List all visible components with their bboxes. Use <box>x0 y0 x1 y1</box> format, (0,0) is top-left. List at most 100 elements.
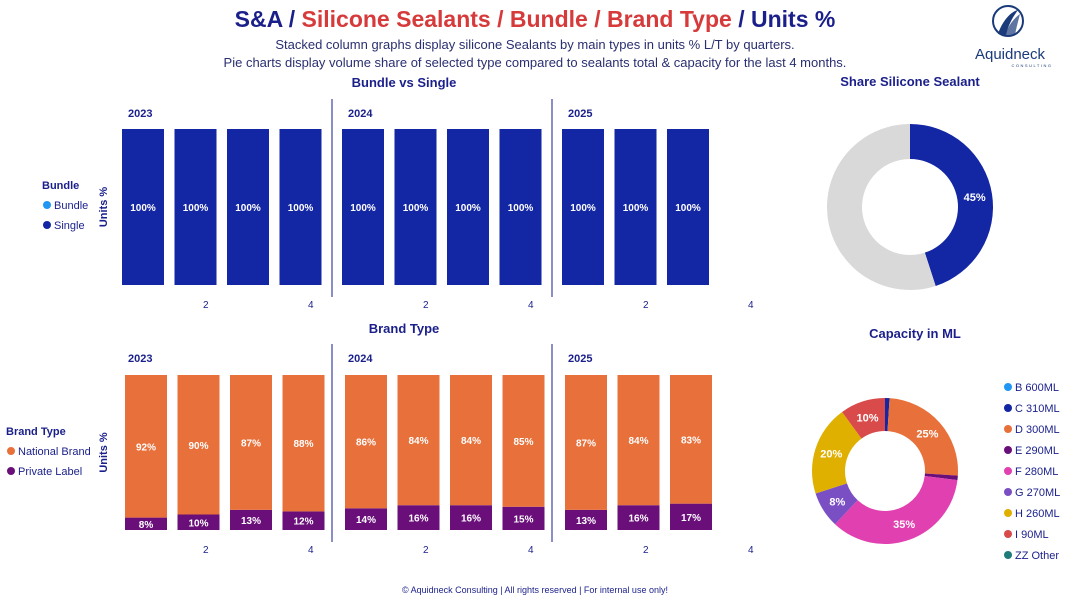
x-tick-label: 4 <box>528 545 534 556</box>
y-axis-label: Units % <box>98 187 110 228</box>
x-tick-label: 2 <box>643 300 649 311</box>
data-label: 84% <box>408 436 428 447</box>
data-label: 88% <box>293 439 313 450</box>
legend-title: Brand Type <box>6 426 66 438</box>
legend-marker <box>43 221 51 229</box>
pie-slice <box>835 476 958 544</box>
year-label: 2024 <box>348 353 373 365</box>
bar-segment <box>502 375 545 507</box>
legend-marker <box>1004 488 1012 496</box>
year-label: 2023 <box>128 108 152 120</box>
bar-segment <box>282 511 325 530</box>
data-label: 84% <box>461 436 481 447</box>
x-tick-label: 2 <box>203 300 209 311</box>
legend-marker <box>1004 530 1012 538</box>
y-axis-label: Units % <box>98 432 110 473</box>
bar-segment <box>670 503 712 530</box>
logo-text: Aquidneck <box>975 46 1046 63</box>
bar-segment <box>667 129 709 285</box>
pie-slice <box>842 398 885 439</box>
bar-segment <box>502 506 545 530</box>
bar-segment <box>617 375 660 506</box>
x-tick-label: 2 <box>203 545 209 556</box>
bar-segment <box>614 129 657 285</box>
data-label: 12% <box>293 517 313 528</box>
bar-segment <box>397 375 440 506</box>
data-label: 100% <box>183 203 209 214</box>
slice-label: 45% <box>964 192 986 204</box>
logo-subtext: CONSULTING <box>1012 63 1053 68</box>
bar-segment <box>230 375 272 510</box>
bar-segment <box>450 375 492 506</box>
data-label: 100% <box>350 203 376 214</box>
legend-label: B 600ML <box>1015 382 1059 394</box>
chart-title: Share Silicone Sealant <box>840 74 980 89</box>
bar-segment <box>230 509 272 530</box>
year-label: 2025 <box>568 108 592 120</box>
legend-marker <box>7 467 15 475</box>
legend-marker <box>1004 404 1012 412</box>
pie-slice <box>812 411 862 494</box>
legend-marker <box>1004 509 1012 517</box>
legend-label: D 300ML <box>1015 424 1060 436</box>
data-label: 87% <box>576 438 596 449</box>
pie-slice <box>887 398 958 476</box>
legend-marker <box>1004 467 1012 475</box>
bar-segment <box>397 505 440 530</box>
pie-slice <box>924 473 958 481</box>
legend-marker <box>7 447 15 455</box>
bar-segment <box>565 509 607 530</box>
data-label: 100% <box>455 203 481 214</box>
bar-segment <box>125 375 167 518</box>
bar-segment <box>447 129 489 285</box>
legend-label: Bundle <box>54 200 88 212</box>
legend-label: E 290ML <box>1015 445 1059 457</box>
bar-segment <box>177 375 220 515</box>
x-tick-label: 2 <box>643 545 649 556</box>
bar-segment <box>282 375 325 512</box>
legend-label: F 280ML <box>1015 466 1058 478</box>
legend-label: National Brand <box>18 446 91 458</box>
x-tick-label: 4 <box>528 300 534 311</box>
x-tick-label: 4 <box>308 300 314 311</box>
bar-segment <box>617 505 660 530</box>
data-label: 100% <box>508 203 534 214</box>
x-tick-label: 4 <box>308 545 314 556</box>
data-label: 87% <box>241 438 261 449</box>
data-label: 8% <box>139 520 154 531</box>
legend-marker <box>1004 383 1012 391</box>
slice-label: 10% <box>857 412 879 424</box>
data-label: 14% <box>356 515 376 526</box>
bar-segment <box>565 375 607 510</box>
x-tick-label: 4 <box>748 300 754 311</box>
pie-slice <box>910 124 993 286</box>
data-label: 100% <box>403 203 429 214</box>
data-label: 100% <box>130 203 156 214</box>
pie-slice <box>815 483 858 525</box>
chart-title: Capacity in ML <box>869 326 961 341</box>
year-label: 2024 <box>348 108 373 120</box>
subtitle-2: Pie charts display volume share of selec… <box>223 55 847 70</box>
legend-label: C 310ML <box>1015 403 1060 415</box>
year-label: 2023 <box>128 353 152 365</box>
data-label: 86% <box>356 438 376 449</box>
bar-segment <box>562 129 604 285</box>
data-label: 10% <box>188 518 208 529</box>
data-label: 16% <box>461 514 481 525</box>
legend-marker <box>1004 425 1012 433</box>
pie-slice <box>827 124 936 290</box>
data-label: 100% <box>288 203 314 214</box>
legend-title: Bundle <box>42 180 79 192</box>
bar-segment <box>122 129 164 285</box>
slice-label: 35% <box>893 519 915 531</box>
data-label: 90% <box>188 441 208 452</box>
bar-segment <box>394 129 437 285</box>
data-label: 83% <box>681 435 701 446</box>
legend-label: H 260ML <box>1015 508 1060 520</box>
legend-marker <box>1004 551 1012 559</box>
x-tick-label: 4 <box>748 545 754 556</box>
data-label: 13% <box>576 516 596 527</box>
bar-segment <box>345 508 387 530</box>
legend-label: Private Label <box>18 466 82 478</box>
slice-label: 8% <box>829 496 845 508</box>
